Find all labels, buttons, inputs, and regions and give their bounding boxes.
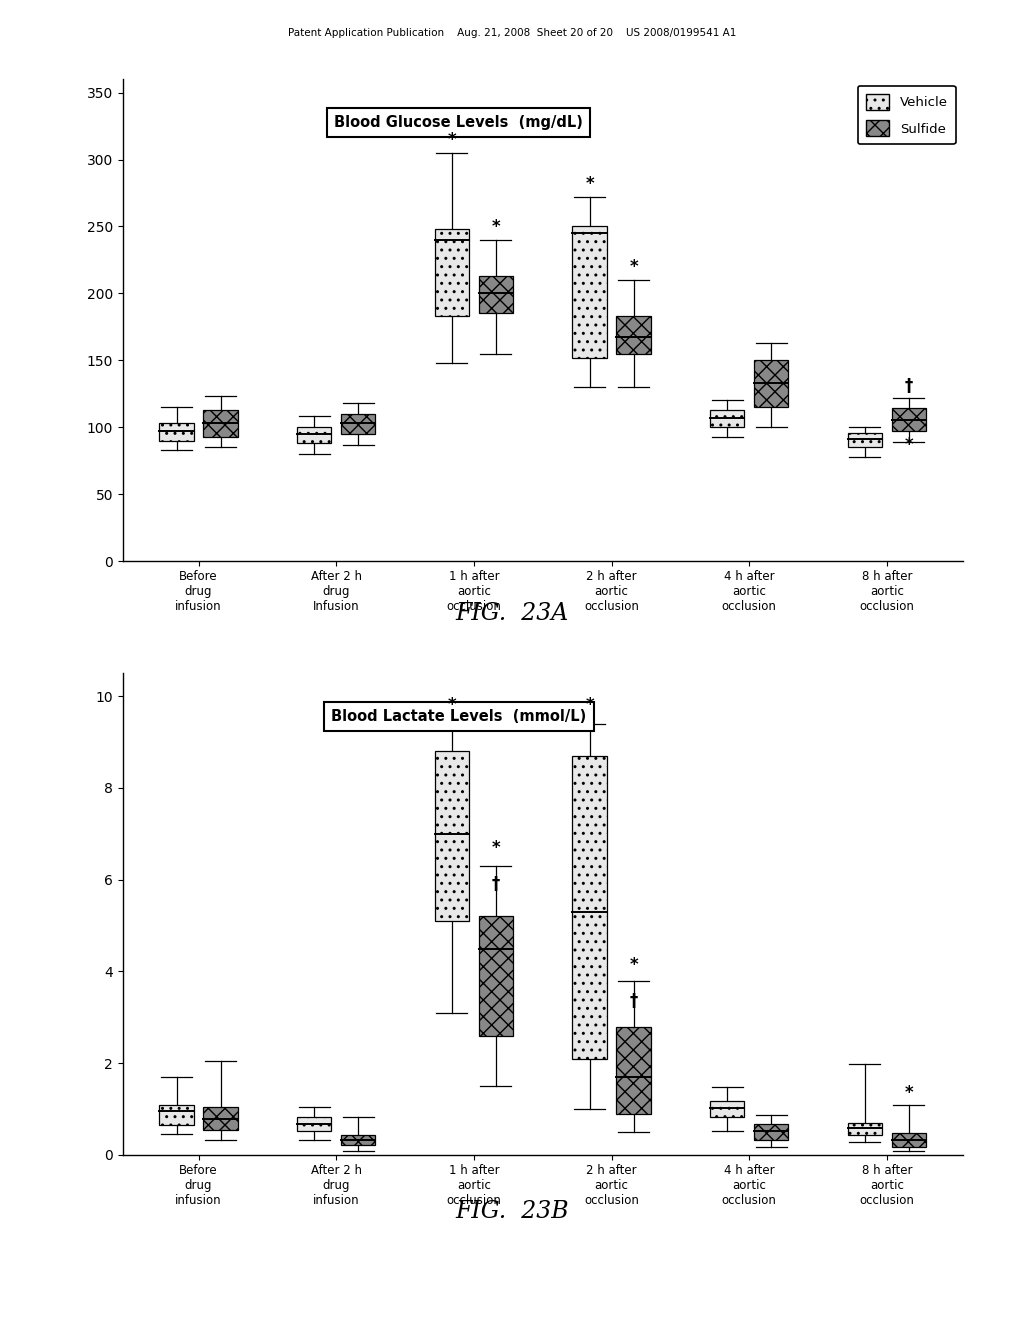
Bar: [892, 1133, 926, 1147]
Text: FIG.  23A: FIG. 23A: [456, 602, 568, 626]
Bar: [754, 360, 788, 407]
Bar: [160, 1105, 194, 1125]
Text: †: †: [905, 378, 913, 395]
Bar: [204, 1106, 238, 1130]
Text: *: *: [904, 1084, 913, 1102]
Bar: [710, 409, 744, 428]
Text: *: *: [630, 956, 638, 974]
Bar: [204, 409, 238, 437]
Bar: [616, 1027, 651, 1114]
Bar: [848, 1123, 882, 1135]
Bar: [616, 315, 651, 354]
Text: *: *: [585, 697, 594, 714]
Bar: [478, 916, 513, 1036]
Bar: [710, 1101, 744, 1117]
Bar: [572, 756, 607, 1059]
Bar: [434, 751, 469, 921]
Text: *: *: [904, 436, 913, 454]
Bar: [434, 230, 469, 315]
Bar: [297, 1117, 332, 1131]
Text: Patent Application Publication    Aug. 21, 2008  Sheet 20 of 20    US 2008/01995: Patent Application Publication Aug. 21, …: [288, 28, 736, 38]
Text: *: *: [630, 257, 638, 276]
Bar: [297, 428, 332, 444]
Text: *: *: [492, 218, 501, 236]
Text: *: *: [585, 176, 594, 193]
Legend: Vehicle, Sulfide: Vehicle, Sulfide: [858, 86, 956, 144]
Text: Blood Lactate Levels  (mmol/L): Blood Lactate Levels (mmol/L): [331, 709, 587, 725]
Bar: [754, 1123, 788, 1140]
Text: *: *: [492, 838, 501, 857]
Bar: [160, 424, 194, 441]
Bar: [341, 1135, 376, 1144]
Text: †: †: [492, 875, 500, 894]
Text: Blood Glucose Levels  (mg/dL): Blood Glucose Levels (mg/dL): [334, 115, 584, 131]
Bar: [478, 276, 513, 313]
Bar: [572, 227, 607, 358]
Text: *: *: [447, 131, 456, 149]
Bar: [341, 413, 376, 434]
Bar: [892, 408, 926, 432]
Bar: [848, 433, 882, 447]
Text: FIG.  23B: FIG. 23B: [456, 1200, 568, 1224]
Text: *: *: [447, 697, 456, 714]
Text: †: †: [630, 993, 638, 1011]
